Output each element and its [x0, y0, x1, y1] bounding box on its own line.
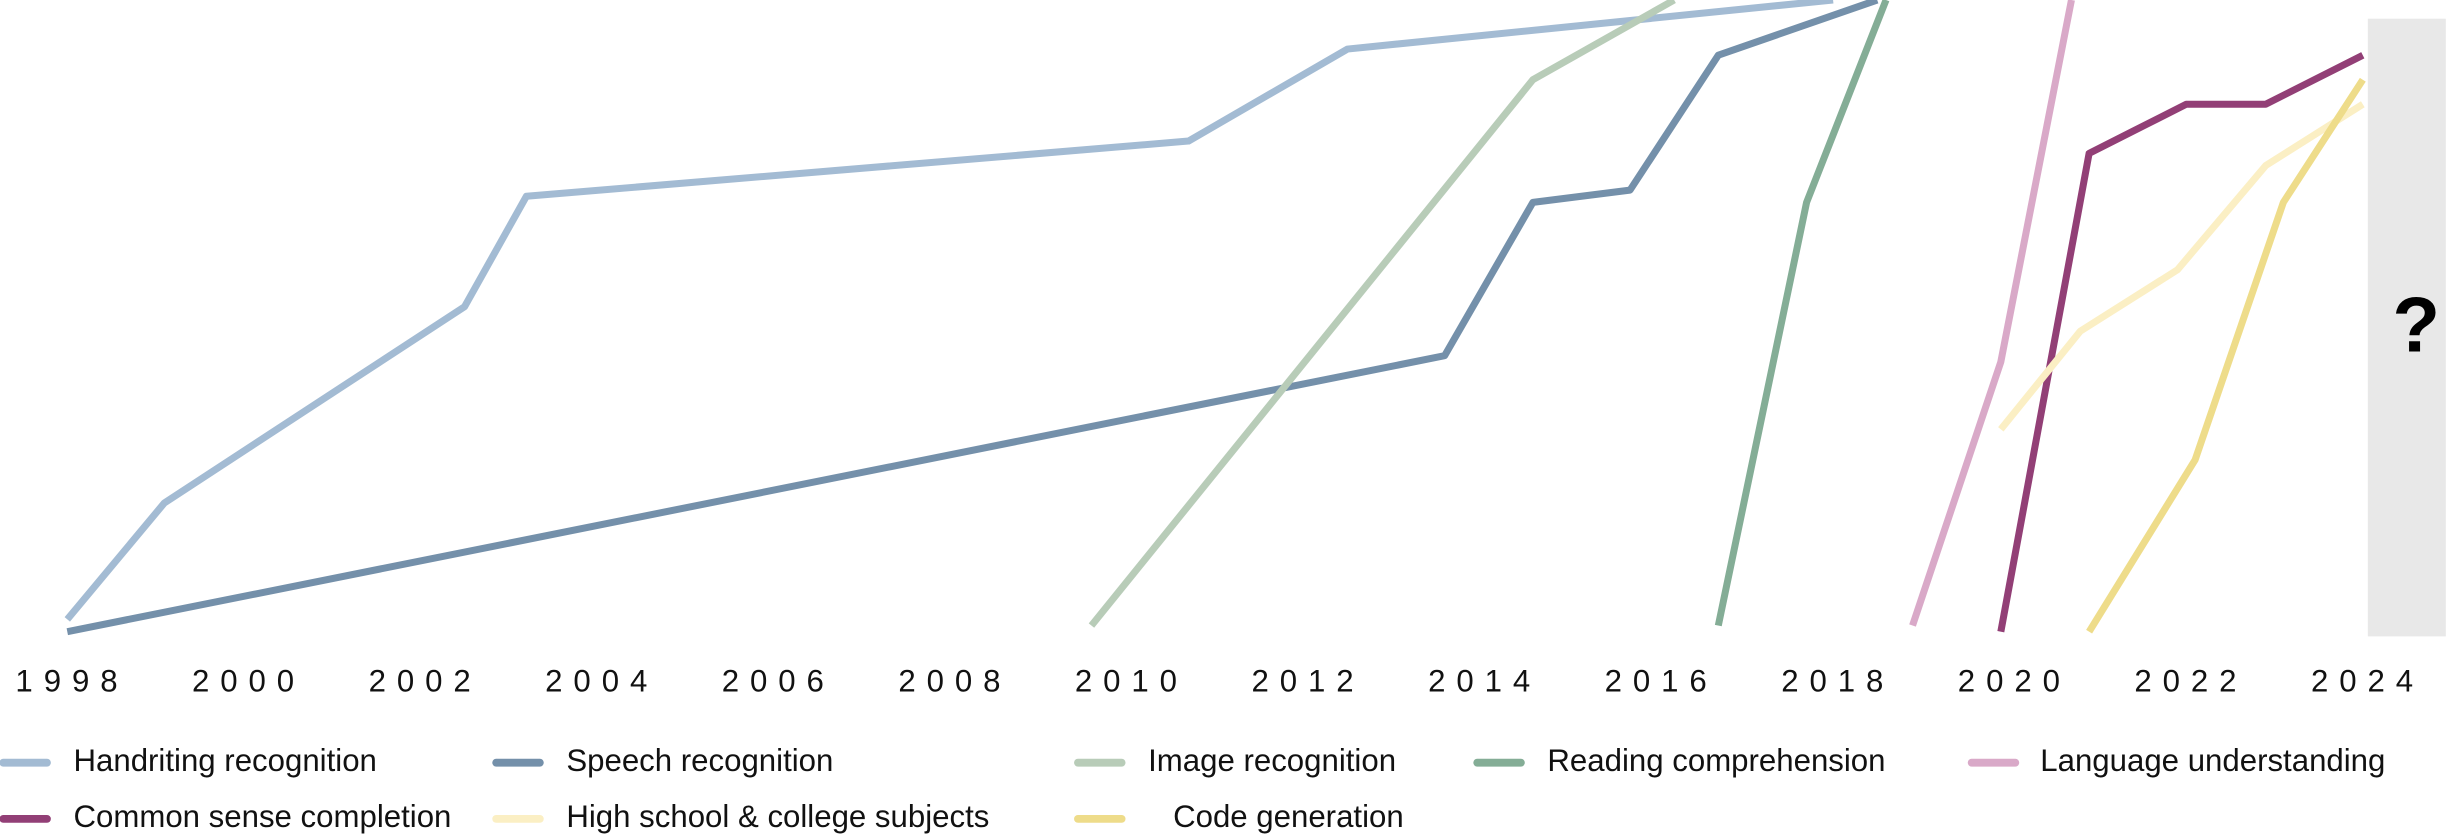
x-tick-label: 2002 [369, 663, 482, 698]
x-tick-label: 2004 [545, 663, 658, 698]
series-line [1909, 0, 2075, 627]
legend-label: Image recognition [1148, 743, 1396, 778]
legend-label: Language understanding [2040, 743, 2385, 778]
series-line [1088, 0, 1676, 628]
legend-label: Reading comprehension [1547, 743, 1885, 778]
plot [64, 0, 2366, 636]
series-line [1997, 52, 2365, 633]
x-tick-label: 2012 [1251, 663, 1364, 698]
legend-label: Speech recognition [566, 743, 833, 778]
x-tick-label: 2008 [898, 663, 1011, 698]
series-line [64, 0, 1834, 622]
series-line [1714, 0, 1890, 627]
series-line [66, 0, 1879, 636]
series-line [2086, 77, 2366, 634]
x-tick-label: 1998 [15, 663, 128, 698]
legend-label: Common sense completion [74, 799, 452, 834]
series-line [1998, 101, 2365, 432]
future-box [2367, 18, 2446, 637]
annotation: ? [2392, 280, 2440, 368]
x-tick-label: 2024 [2311, 663, 2424, 698]
x-tick-label: 2016 [1605, 663, 1718, 698]
x-tick-label: 2022 [2134, 663, 2247, 698]
x-tick-label: 2000 [192, 663, 305, 698]
x-tick-label: 2014 [1428, 663, 1541, 698]
x-tick-label: 2006 [722, 663, 835, 698]
x-tick-label: 2020 [1958, 663, 2071, 698]
legend-label: High school & college subjects [566, 799, 989, 834]
x-tick-label: 2010 [1075, 663, 1188, 698]
legend-label: Code generation [1173, 799, 1404, 834]
legend-label: Handriting recognition [74, 743, 377, 778]
x-tick-label: 2018 [1781, 663, 1894, 698]
